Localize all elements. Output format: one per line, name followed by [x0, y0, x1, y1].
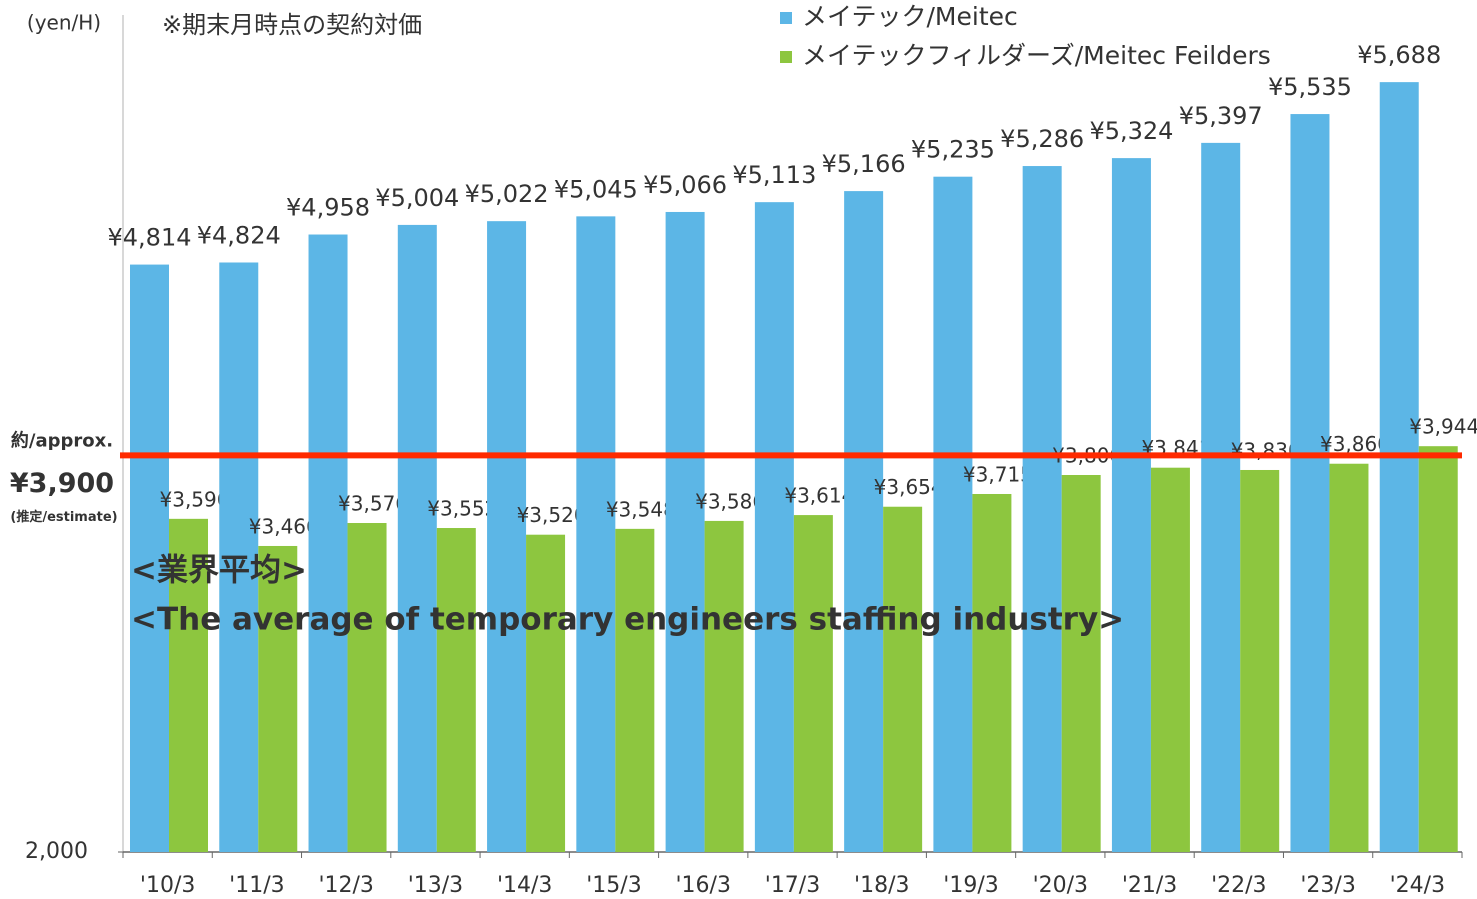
bar: [576, 216, 616, 852]
y-tick-label: 2,000: [25, 839, 88, 864]
value-label: ¥5,022: [465, 180, 549, 208]
bar: [704, 520, 744, 852]
bar: [1061, 474, 1101, 852]
value-label: ¥3,586: [695, 489, 765, 513]
bar: [169, 518, 208, 852]
x-tick-label: '20/3: [1033, 873, 1088, 898]
chart-title: ※期末月時点の契約対価: [162, 11, 422, 39]
value-label: ¥3,715: [963, 462, 1033, 486]
bar: [665, 211, 705, 852]
x-tick-label: '11/3: [229, 873, 284, 898]
value-label: ¥5,166: [822, 150, 906, 178]
bar: [1290, 114, 1330, 853]
reference-label: ¥3,900: [10, 468, 114, 499]
x-tick-label: '13/3: [408, 873, 463, 898]
value-label: ¥3,830: [1231, 438, 1301, 462]
value-label: ¥4,814: [108, 224, 192, 252]
bar: [1329, 463, 1369, 852]
x-tick-label: '14/3: [497, 873, 552, 898]
value-label: ¥5,286: [1000, 125, 1084, 153]
bar: [615, 528, 655, 852]
bar: [397, 224, 437, 853]
x-tick-label: '15/3: [586, 873, 641, 898]
x-tick-label: '17/3: [765, 873, 820, 898]
x-tick-label: '10/3: [140, 873, 195, 898]
bar: [258, 545, 298, 852]
x-tick-label: '18/3: [854, 873, 909, 898]
bar: [1379, 82, 1419, 852]
value-label: ¥5,045: [554, 175, 638, 203]
bar: [526, 534, 566, 852]
value-label: ¥3,596: [160, 487, 230, 511]
bar: [1150, 467, 1190, 852]
annotation: <The average of temporary engineers staf…: [131, 602, 1124, 638]
bar: [1418, 446, 1458, 852]
x-tick-label: '12/3: [318, 873, 373, 898]
bar: [1111, 158, 1151, 853]
x-tick-label: '23/3: [1300, 873, 1355, 898]
value-label: ¥3,944: [1409, 415, 1477, 439]
bar: [308, 234, 348, 852]
x-tick-label: '21/3: [1122, 873, 1177, 898]
bar: [793, 515, 833, 852]
value-label: ¥4,958: [286, 194, 370, 222]
legend-label: メイテックフィルダーズ/Meitec Feilders: [802, 41, 1271, 70]
x-tick-label: '22/3: [1211, 873, 1266, 898]
value-label: ¥5,324: [1089, 117, 1173, 145]
bar: [347, 523, 387, 852]
value-label: ¥5,688: [1357, 41, 1441, 69]
value-label: ¥5,113: [732, 161, 816, 189]
annotation: <業界平均>: [131, 553, 307, 589]
y-axis-label: (yen/H): [27, 11, 101, 35]
value-label: ¥4,824: [197, 221, 281, 249]
value-label: ¥3,860: [1320, 432, 1390, 456]
value-label: ¥5,235: [911, 136, 995, 164]
value-label: ¥3,552: [427, 497, 497, 521]
x-tick-label: '19/3: [943, 873, 998, 898]
value-label: ¥3,466: [249, 514, 319, 538]
x-tick-label: '16/3: [676, 873, 731, 898]
bar: [1201, 142, 1241, 853]
bar: [844, 191, 884, 852]
bar: [972, 493, 1012, 852]
bar: [487, 221, 527, 853]
legend-swatch: [780, 12, 792, 24]
bar: [130, 264, 169, 852]
bar: [1022, 166, 1062, 853]
value-label: ¥5,004: [375, 184, 459, 212]
bar: [933, 176, 973, 853]
value-label: ¥5,397: [1179, 102, 1263, 130]
bar: [219, 262, 259, 852]
value-label: ¥5,066: [643, 171, 727, 199]
bar: [1240, 469, 1280, 852]
legend-swatch: [780, 51, 792, 63]
reference-prefix: 約/approx.: [11, 429, 113, 451]
legend-label: メイテック/Meitec: [802, 2, 1018, 31]
reference-note: (推定/estimate): [10, 509, 117, 525]
value-label: ¥3,614: [784, 484, 854, 508]
value-label: ¥5,535: [1268, 73, 1352, 101]
bar: [883, 506, 923, 852]
value-label: ¥3,548: [606, 497, 676, 521]
value-label: ¥3,520: [517, 503, 587, 527]
value-label: ¥3,654: [874, 475, 944, 499]
bar: [754, 202, 794, 852]
value-label: ¥3,576: [338, 492, 408, 516]
x-tick-label: '24/3: [1390, 873, 1445, 898]
bar: [436, 528, 476, 852]
